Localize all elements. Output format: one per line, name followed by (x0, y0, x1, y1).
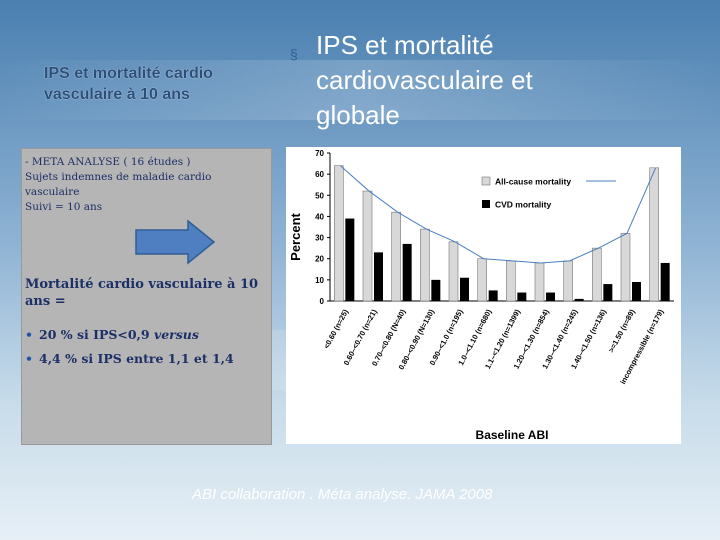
bar-all-cause (592, 247, 602, 302)
bar-cvd (632, 281, 641, 301)
y-tick-label: 20 (315, 255, 324, 264)
bar-all-cause (534, 262, 545, 302)
bar-all-cause (420, 228, 430, 302)
bar-cvd (374, 252, 383, 301)
bullet-low-ips-text: 20 % si IPS<0,9 (39, 327, 154, 342)
title-bullet: § (290, 46, 298, 62)
bar-cvd (402, 243, 412, 301)
bullet-glyph: • (25, 327, 33, 342)
bullet-normal-ips: • 4,4 % si IPS entre 1,1 et 1,4 (25, 347, 271, 371)
bar-all-cause (506, 260, 516, 302)
summary-panel: - META ANALYSE ( 16 études ) Sujets inde… (21, 148, 272, 445)
x-axis-label: Baseline ABI (476, 428, 549, 442)
bar-cvd (460, 277, 469, 301)
bar-all-cause (563, 260, 573, 302)
y-tick-label: 0 (320, 297, 325, 306)
bullet-normal-ips-text: 4,4 % si IPS entre 1,1 et 1,4 (39, 351, 234, 366)
bar-all-cause (477, 258, 487, 302)
bar-cvd (546, 292, 555, 301)
main-title: § IPS et mortalité cardiovasculaire et g… (290, 28, 610, 133)
versus-word: versus (153, 327, 199, 342)
bar-all-cause (649, 167, 659, 302)
y-tick-label: 70 (315, 149, 324, 158)
bar-all-cause (362, 190, 373, 302)
main-title-text: IPS et mortalité cardiovasculaire et glo… (316, 30, 533, 130)
bar-cvd (574, 298, 584, 301)
right-arrow-icon (135, 219, 216, 265)
bar-all-cause (391, 211, 401, 302)
y-axis-label: Percent (288, 212, 303, 260)
meta-analysis-line: - META ANALYSE ( 16 études ) (25, 156, 191, 168)
background-streak (0, 60, 720, 120)
bar-cvd (603, 284, 613, 301)
legend-swatch-cvd (482, 200, 490, 208)
bullet-low-ips: • 20 % si IPS<0,9 versus (25, 323, 271, 347)
bar-cvd (345, 218, 355, 301)
y-tick-label: 10 (315, 276, 324, 285)
study-info: - META ANALYSE ( 16 études ) Sujets inde… (25, 155, 265, 215)
x-tick-label: <0.60 (n=25) (322, 307, 351, 350)
y-tick-label: 60 (315, 170, 324, 179)
mortality-chart: 0 10 20 30 40 50 60 70 Percent <0.60 (n=25) 0.60–<… (286, 147, 681, 444)
mortality-heading: Mortalité cardio vasculaire à 10 ans = (25, 277, 259, 309)
mortality-bullets: • 20 % si IPS<0,9 versus • 4,4 % si IPS en… (25, 323, 271, 371)
follow-up-line: Suivi = 10 ans (25, 201, 103, 213)
subjects-line: Sujets indemnes de maladie cardio vascul… (25, 171, 212, 198)
bar-cvd (517, 292, 527, 301)
bar-all-cause (334, 165, 344, 302)
y-tick-label: 50 (315, 191, 324, 200)
y-tick-label: 40 (315, 212, 324, 221)
citation: ABI collaboration . Méta analyse. JAMA 2… (192, 486, 493, 503)
legend-label-cvd: CVD mortality (495, 200, 551, 210)
bar-all-cause (620, 233, 631, 302)
x-tick-label: >=1.50 (n=89) (606, 307, 637, 354)
legend-label-all-cause: All-cause mortality (495, 177, 571, 187)
bar-cvd (488, 290, 498, 301)
bar-all-cause (448, 241, 459, 302)
y-tick-label: 30 (315, 234, 324, 243)
bar-cvd (431, 279, 441, 301)
left-title: IPS et mortalité cardio vasculaire à 10 … (44, 65, 213, 103)
bar-cvd (660, 262, 670, 301)
bullet-glyph: • (25, 351, 33, 366)
legend-swatch-all-cause (481, 176, 491, 186)
all-cause-trend-line (340, 165, 657, 264)
